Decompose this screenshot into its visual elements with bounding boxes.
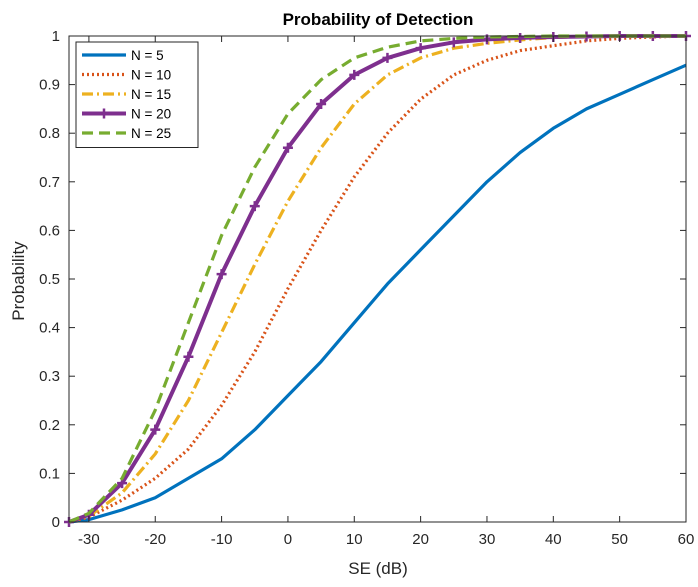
- x-axis-label: SE (dB): [348, 559, 408, 578]
- y-tick-label: 0.5: [39, 271, 60, 288]
- x-tick-label: 50: [611, 531, 628, 548]
- legend: N = 5 N = 10 N = 15 N = 20 N = 25: [75, 41, 199, 148]
- y-tick-label: 0.9: [39, 77, 60, 94]
- legend-label-5: N = 25: [131, 126, 171, 141]
- y-tick-label: 0.3: [39, 368, 60, 385]
- legend-box: [75, 41, 199, 148]
- y-tick-label: 1: [52, 28, 60, 45]
- legend-label-2: N = 10: [131, 68, 171, 83]
- x-tick-label: 30: [479, 531, 496, 548]
- series-marker: [382, 52, 393, 63]
- series-marker: [316, 99, 327, 110]
- series-marker: [448, 37, 459, 48]
- x-tick-label: 20: [412, 531, 429, 548]
- series-line-1: [68, 63, 687, 524]
- y-axis-label: Probability: [9, 241, 28, 321]
- x-tick-label: 10: [346, 531, 363, 548]
- series-marker: [183, 351, 194, 362]
- legend-label-4: N = 20: [131, 107, 171, 122]
- x-tick-label: 60: [678, 531, 695, 548]
- x-tick-label: 0: [284, 531, 292, 548]
- series-marker: [249, 201, 260, 212]
- series-marker: [150, 424, 161, 435]
- chart-title: Probability of Detection: [283, 10, 474, 29]
- x-tick-label: 40: [545, 531, 562, 548]
- x-tick-label: -10: [211, 531, 233, 548]
- series-marker: [415, 43, 426, 54]
- series-line-2: [68, 34, 687, 524]
- legend-marker: [99, 108, 109, 119]
- series-marker: [216, 269, 227, 280]
- y-tick-label: 0.1: [39, 465, 60, 482]
- legend-label-3: N = 15: [131, 87, 171, 102]
- series-marker: [349, 69, 360, 80]
- y-tick-label: 0.7: [39, 174, 60, 191]
- series-marker: [282, 142, 293, 153]
- legend-label-1: N = 5: [131, 48, 164, 63]
- y-tick-label: 0.8: [39, 125, 60, 142]
- x-tick-label: -20: [144, 531, 166, 548]
- y-tick-label: 0.6: [39, 222, 60, 239]
- axes: -30 -20 -10 0 10 20 30 40 50 60 0 0.1 0.2 0.3 0.4 0.5 0.…: [39, 28, 694, 548]
- y-tick-label: 0.2: [39, 417, 60, 434]
- y-tick-label: 0.4: [39, 320, 60, 337]
- x-tick-label: -30: [78, 531, 100, 548]
- y-tick-label: 0: [52, 514, 60, 531]
